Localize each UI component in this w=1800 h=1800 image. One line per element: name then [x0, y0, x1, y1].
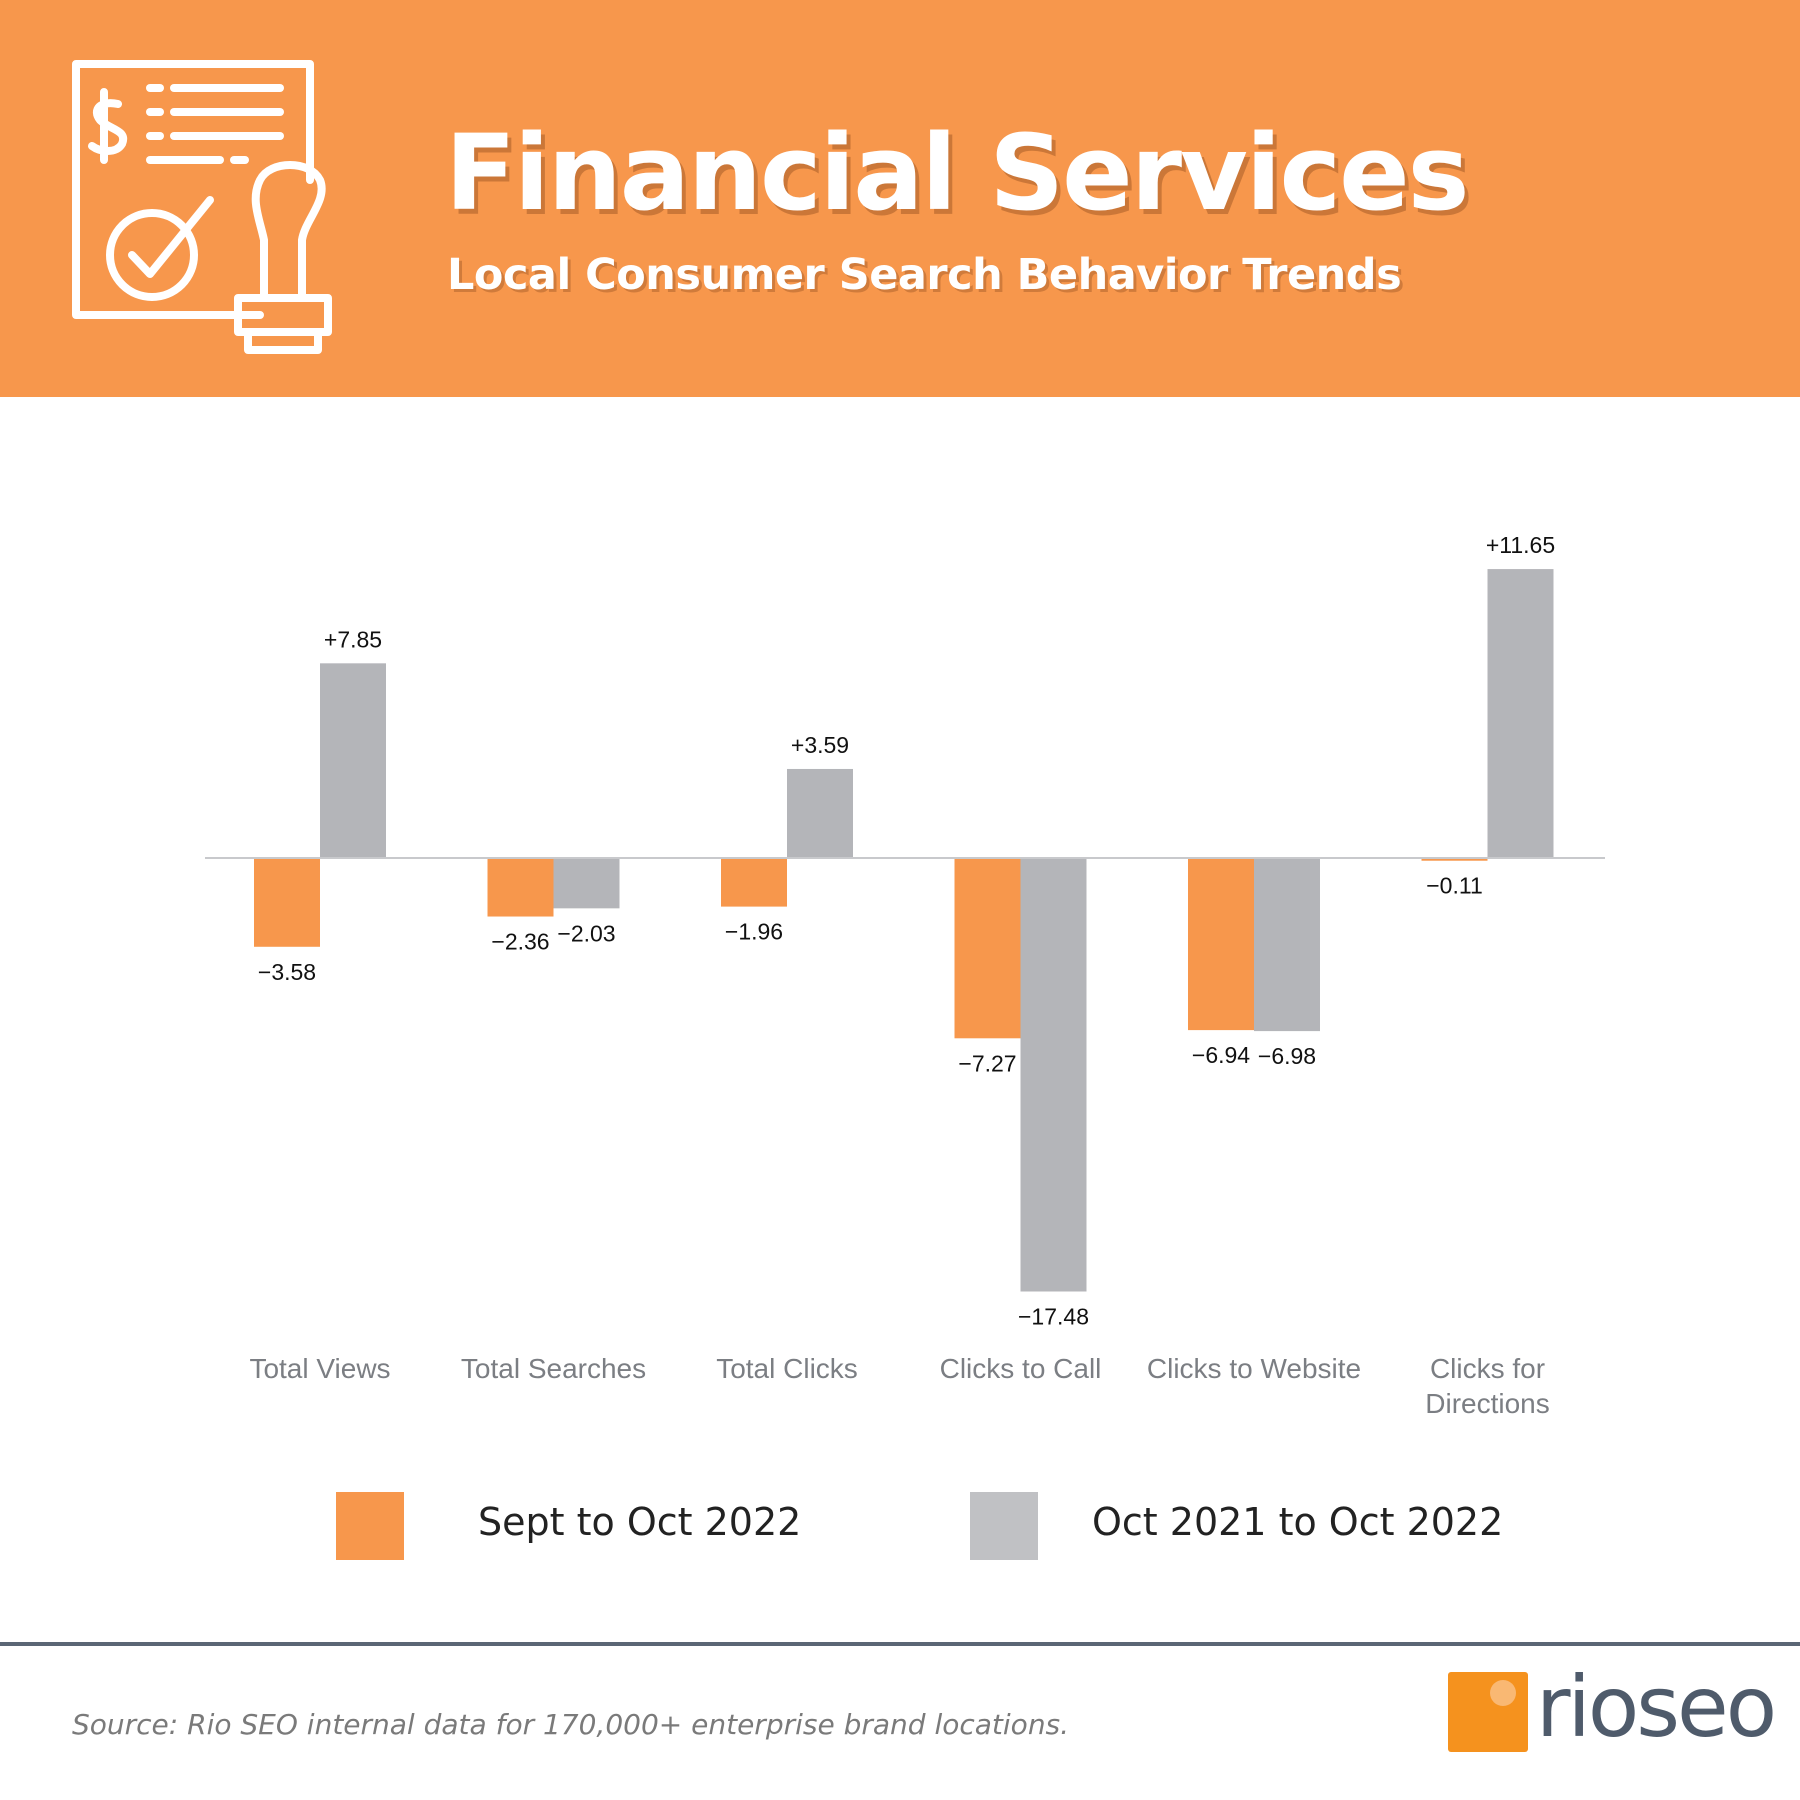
category-label-1: Total Searches [461, 1353, 646, 1384]
page-title: Financial Services [445, 112, 1470, 234]
data-label-oct-2021-oct-2022-2: +3.59 [791, 732, 849, 758]
bar-oct-2021-oct-2022-1 [553, 858, 620, 909]
bar-oct-2021-oct-2022-5 [1487, 569, 1554, 858]
bar-sept-oct-2022-0 [254, 858, 320, 947]
data-label-sept-oct-2022-1: −2.36 [491, 929, 549, 955]
legend-label-oct-2021-oct-2022: Oct 2021 to Oct 2022 [1092, 1500, 1504, 1544]
financial-document-stamp-icon [72, 60, 332, 354]
legend-swatch-oct-2021-oct-2022 [970, 1492, 1038, 1560]
bar-sept-oct-2022-5 [1421, 858, 1488, 861]
bar-sept-oct-2022-4 [1188, 858, 1254, 1031]
logo-text: rioseo [1536, 1658, 1777, 1756]
category-label-3: Clicks to Call [940, 1353, 1102, 1384]
footer-divider [0, 1642, 1800, 1646]
legend-swatch-sept-oct-2022 [336, 1492, 404, 1560]
data-label-oct-2021-oct-2022-4: −6.98 [1258, 1043, 1316, 1069]
bar-chart: −3.58 +7.85 Total Views −2.36 −2.03 Total Sea… [205, 532, 1605, 1419]
data-label-sept-oct-2022-0: −3.58 [258, 959, 316, 985]
category-label-0: Total Views [249, 1353, 390, 1384]
bar-oct-2021-oct-2022-2 [787, 768, 853, 858]
bar-oct-2021-oct-2022-4 [1254, 858, 1320, 1032]
page-subtitle: Local Consumer Search Behavior Trends [447, 250, 1402, 300]
data-label-sept-oct-2022-2: −1.96 [725, 919, 783, 945]
header-banner: Financial Services Local Consumer Search… [0, 0, 1800, 397]
bar-sept-oct-2022-2 [721, 858, 787, 907]
data-label-sept-oct-2022-4: −6.94 [1192, 1042, 1250, 1068]
category-label-5: Clicks for Directions [1425, 1353, 1549, 1419]
source-note: Source: Rio SEO internal data for 170,00… [72, 1708, 1070, 1741]
legend-label-sept-oct-2022: Sept to Oct 2022 [478, 1500, 802, 1544]
category-label-4: Clicks to Website [1147, 1353, 1361, 1384]
logo-mark-icon [1448, 1672, 1528, 1752]
bar-oct-2021-oct-2022-3 [1020, 858, 1087, 1292]
data-label-sept-oct-2022-3: −7.27 [958, 1050, 1016, 1076]
data-label-sept-oct-2022-5: −0.11 [1426, 873, 1483, 899]
category-label-2: Total Clicks [716, 1353, 858, 1384]
bar-oct-2021-oct-2022-0 [320, 663, 386, 858]
bar-sept-oct-2022-3 [954, 858, 1021, 1039]
bar-sept-oct-2022-1 [487, 858, 554, 917]
data-label-oct-2021-oct-2022-0: +7.85 [324, 626, 382, 652]
data-label-oct-2021-oct-2022-5: +11.65 [1486, 532, 1555, 558]
data-label-oct-2021-oct-2022-3: −17.48 [1018, 1304, 1089, 1330]
data-label-oct-2021-oct-2022-1: −2.03 [557, 920, 615, 946]
